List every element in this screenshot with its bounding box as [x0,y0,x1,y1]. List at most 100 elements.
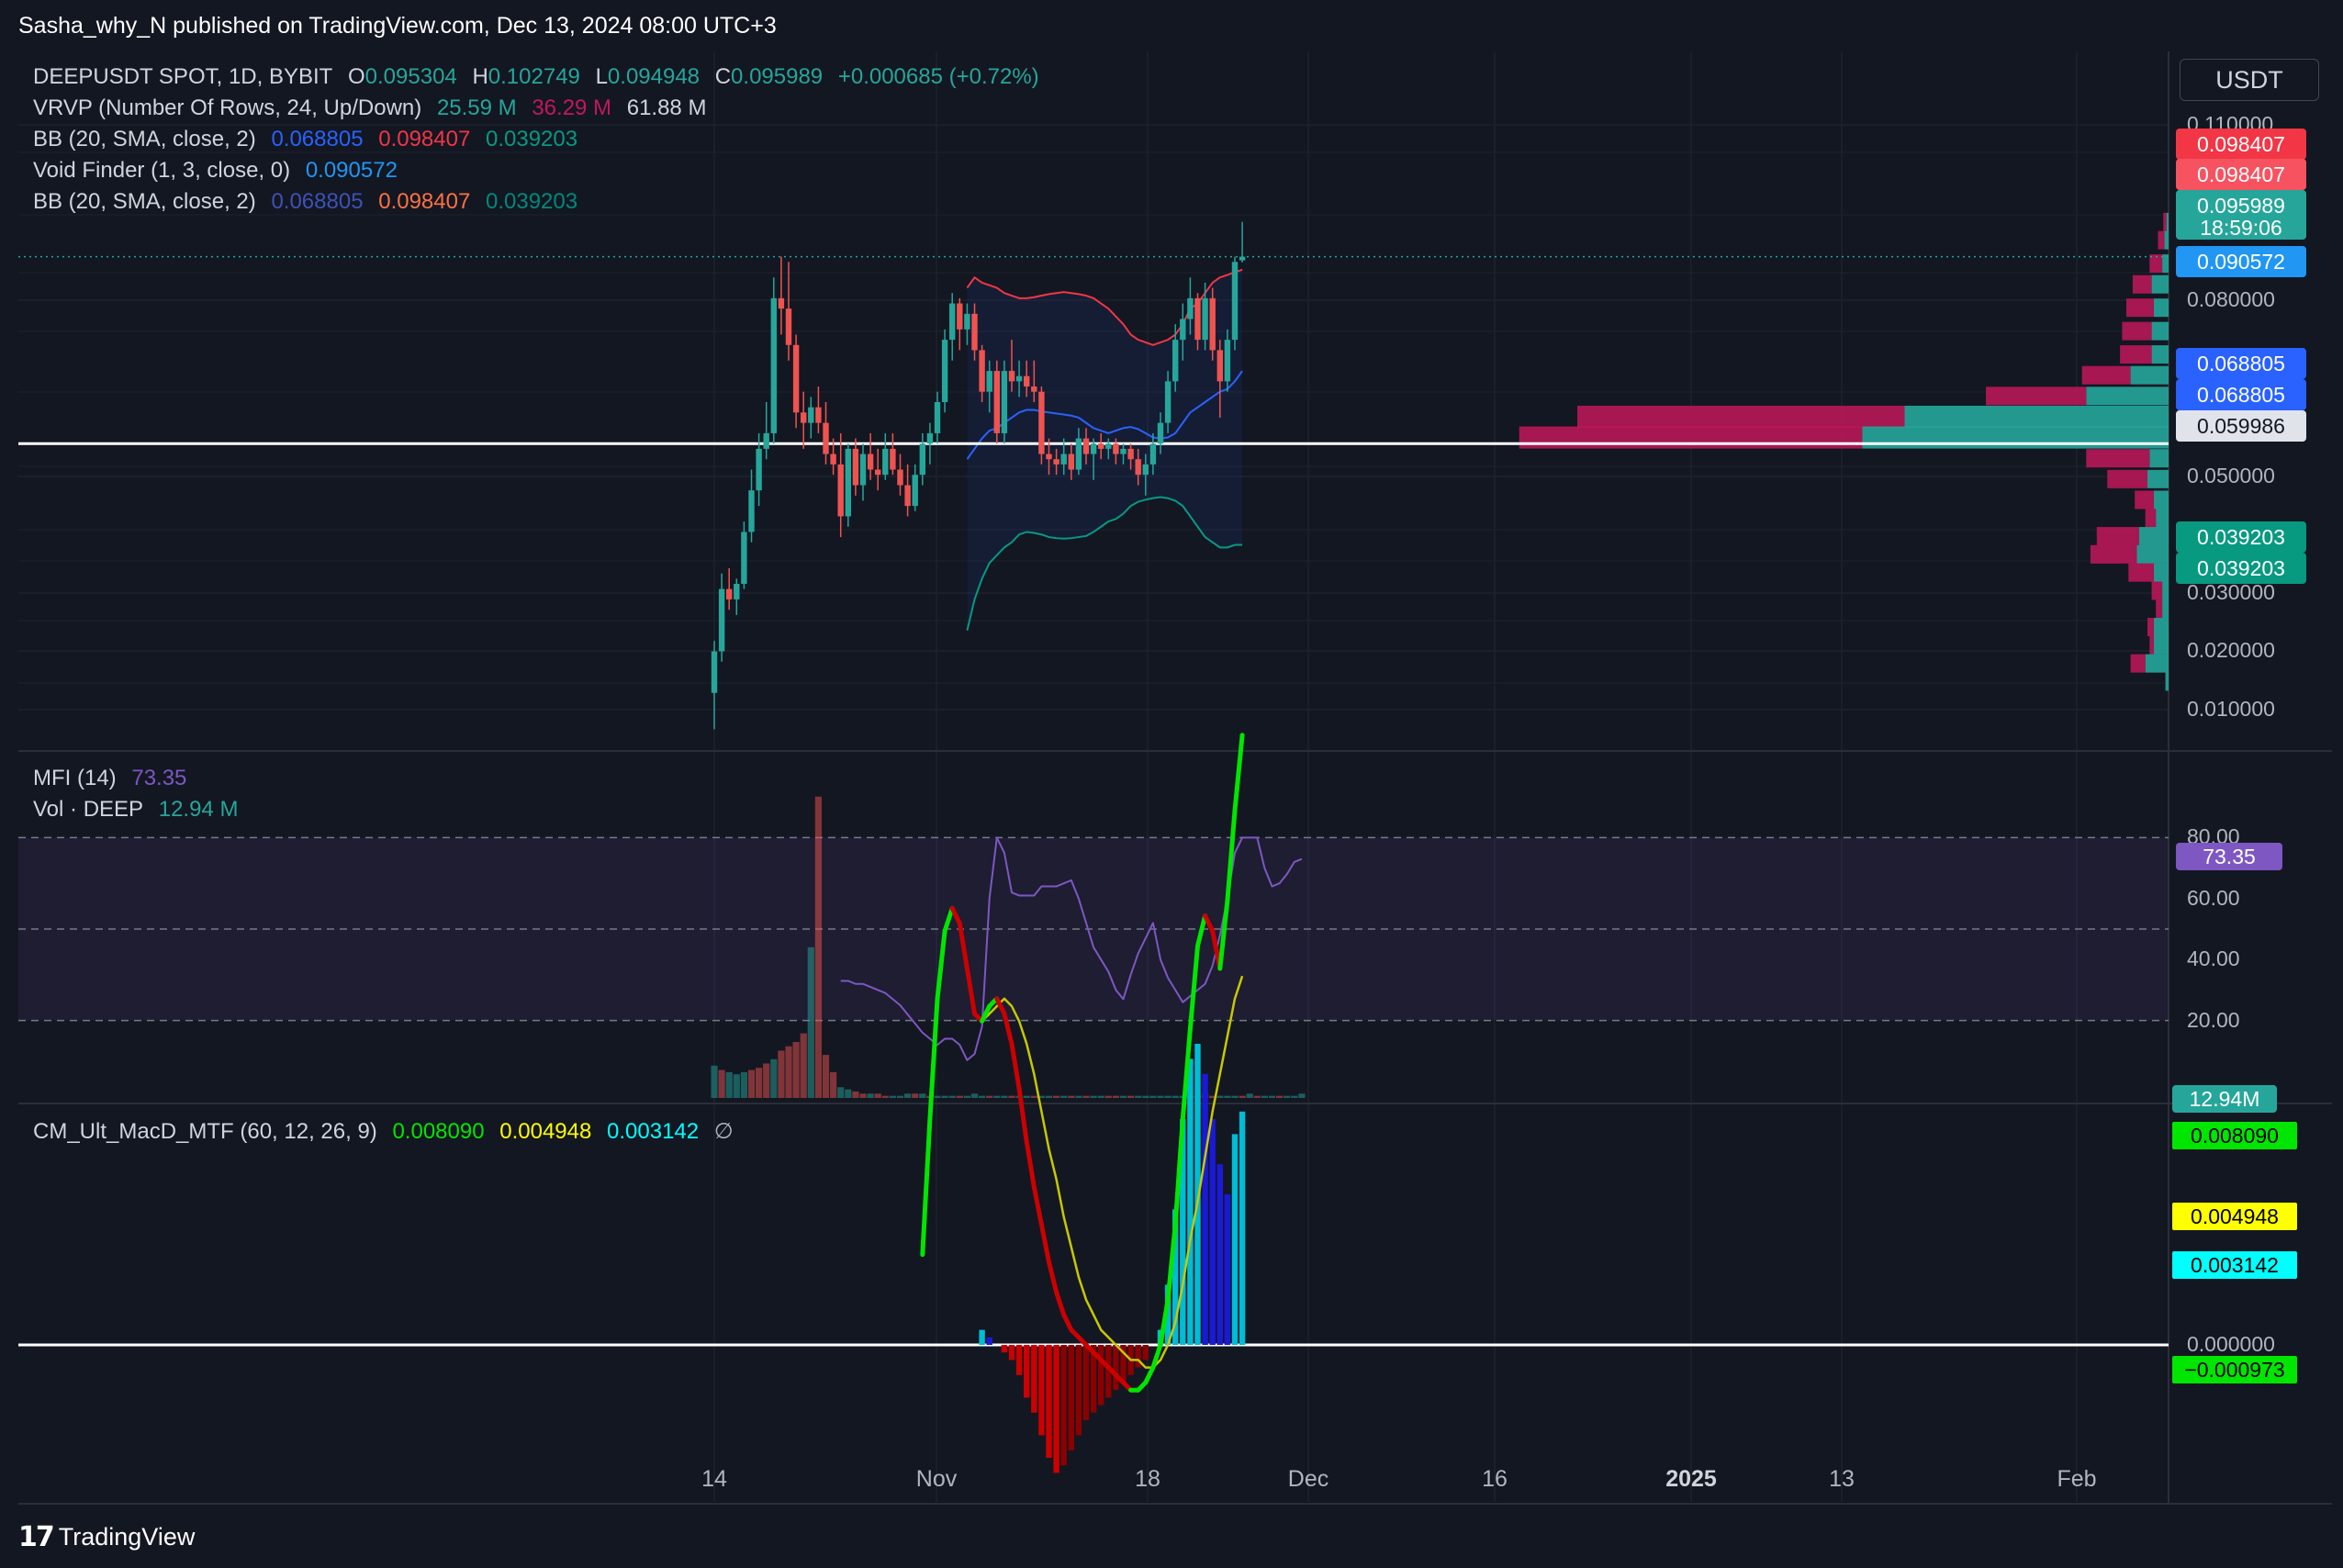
macd-histogram-bar [1015,1345,1023,1375]
candle-body [1224,340,1231,382]
price-axis-label: 0.068805 [2176,379,2306,410]
macd-legend[interactable]: CM_Ult_MacD_MTF (60, 12, 26, 9) 0.008090… [33,1118,743,1145]
currency-button[interactable]: USDT [2180,59,2319,101]
macd-histogram-bar [1202,1073,1208,1345]
candle-body [890,448,896,470]
mfi-axis-tick: 60.00 [2187,885,2240,910]
candle-body [756,448,762,491]
mfi-legend[interactable]: MFI (14) 73.35 [33,766,196,791]
macd-line-segment [1217,898,1230,971]
candle-down [1053,448,1059,476]
price-axis-label: 0.098407 [2176,159,2306,190]
candle-down [867,432,874,480]
volume-profile-up-bar [2151,274,2169,294]
macd-histogram-bar [979,1329,985,1345]
candle-body [1046,454,1052,460]
candle-up [1060,438,1067,476]
volume-bar [1037,1095,1045,1098]
publisher-header: Sasha_why_N published on TradingView.com… [0,0,2343,51]
volume-bar [1149,1095,1157,1098]
macd-flag: ∅ [713,1119,734,1144]
bb2-legend[interactable]: BB (20, SMA, close, 2) 0.068805 0.098407… [33,189,587,215]
candle-down [1024,360,1030,398]
bb1-legend[interactable]: BB (20, SMA, close, 2) 0.068805 0.098407… [33,127,587,152]
candle-up [882,432,889,480]
price-pane[interactable] [18,212,2169,730]
volume-bar [1090,1095,1097,1098]
macd-line-segment [1232,733,1245,813]
price-axis-tick: 0.030000 [2187,580,2275,604]
volume-profile-down-bar [2122,321,2152,341]
time-axis-tick: 13 [1829,1466,1855,1492]
macd-line-segment [980,1003,992,1024]
mfi-pane[interactable] [18,796,2169,1098]
vrvp-name: VRVP (Number Of Rows, 24, Up/Down) [33,95,422,120]
candle-down [852,438,859,496]
candle-body [986,371,992,392]
candle-body [897,469,903,486]
volume-bar [941,1095,948,1098]
candle-down [1098,432,1104,460]
candle-down [979,344,985,402]
macd-histogram-bar [1187,1058,1194,1345]
macd-histogram-bar [1231,1134,1239,1345]
macd-line-segment [1203,913,1216,934]
candle-up [934,391,941,444]
macd-value-label: 0.004948 [2172,1203,2297,1230]
volume-bar [1112,1095,1119,1098]
macd-line-segment [1016,1086,1029,1145]
candle-body [1038,391,1045,454]
volume-profile-down-bar [2130,654,2146,673]
symbol-legend[interactable]: DEEPUSDT SPOT, 1D, BYBIT O0.095304 H0.10… [33,64,1048,90]
high-value: 0.102749 [488,64,580,89]
candle-down [1216,340,1223,418]
candle-body [993,371,1000,433]
void-finder-name: Void Finder (1, 3, close, 0) [33,158,291,183]
volume-bar [948,1095,956,1098]
macd-histogram-bar [1038,1345,1045,1436]
volume-bar [979,1095,986,1098]
candle-body [875,469,881,476]
vrvp-legend[interactable]: VRVP (Number Of Rows, 24, Up/Down) 25.59… [33,95,715,121]
candle-up [949,293,956,361]
void-finder-legend[interactable]: Void Finder (1, 3, close, 0) 0.090572 [33,158,407,184]
volume-legend[interactable]: Vol · DEEP 12.94 M [33,797,247,823]
candle-down [1209,287,1216,361]
volume-bar [956,1095,963,1098]
volume-profile-up-bar [2153,490,2169,510]
volume-bar [1231,1095,1239,1098]
time-axis-tick: Feb [2057,1466,2097,1492]
candle-up [1149,432,1157,476]
price-axis-label: 0.059986 [2176,410,2306,442]
price-axis-label: 18:59:06 [2176,216,2306,240]
candle-body [919,443,925,476]
volume-bar [1172,1095,1179,1098]
vrvp-down: 36.29 M [532,95,612,120]
candle-down [815,386,822,433]
volume-bar [845,1089,852,1098]
macd-pane[interactable] [18,733,2169,1473]
volume-profile-up-bar [1904,405,2169,428]
volume-profile-up-bar [2153,563,2169,582]
candle-down [1046,438,1052,476]
candle-up [756,432,762,507]
candle-up [1187,277,1194,335]
volume-bar [993,1095,1001,1098]
volume-bar [1001,1095,1008,1098]
volume-bar [814,796,822,1098]
macd-line-segment [1031,1184,1044,1227]
chart-canvas[interactable] [0,51,2343,1506]
volume-profile-down-bar [1986,386,2087,406]
macd-line-segment [1143,1365,1156,1385]
candle-body [882,448,889,476]
macd-histogram-bar [1060,1345,1067,1466]
price-axis-label: 0.090572 [2176,246,2306,277]
candle-down [785,262,792,361]
tradingview-logo[interactable]: 17 TradingView [18,1520,195,1553]
candle-body [1239,256,1246,261]
candle-body [778,297,785,309]
bollinger-basis-line [966,370,1243,460]
volume-bar [919,1093,926,1098]
macd-line-segment [957,921,970,971]
candle-up [964,303,970,345]
